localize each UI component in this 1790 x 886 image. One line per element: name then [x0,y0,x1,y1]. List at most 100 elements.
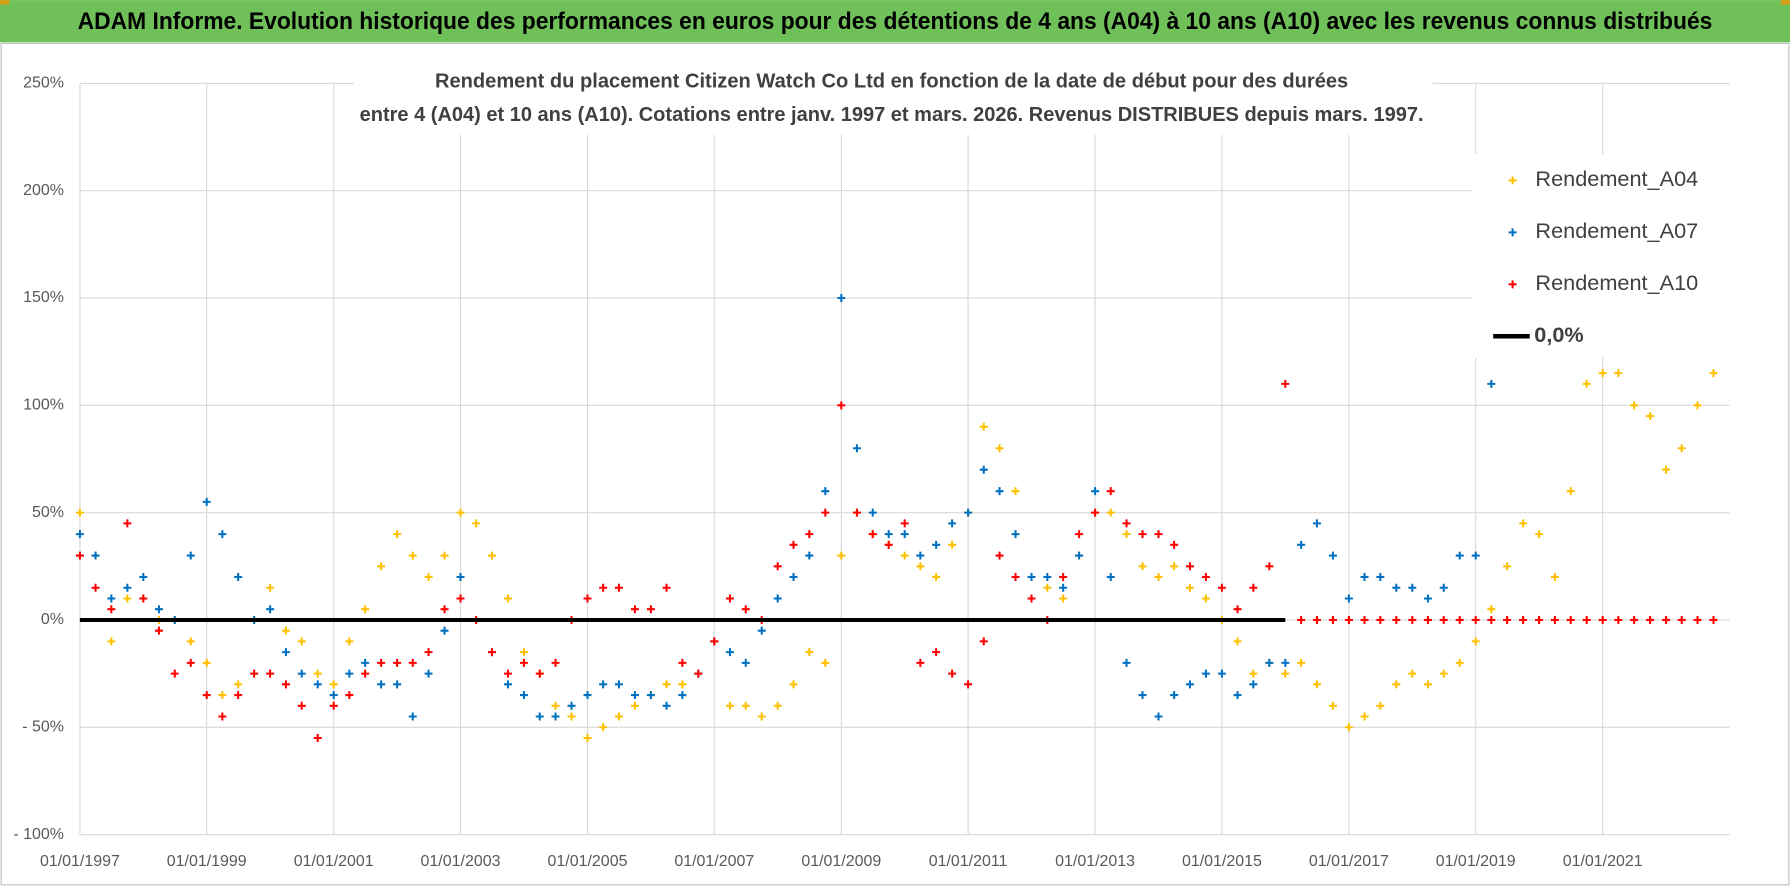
point [1677,444,1686,453]
point [535,669,544,678]
point [948,540,957,549]
point [519,658,528,667]
point [1011,573,1020,582]
point [1662,615,1671,624]
point [662,701,671,710]
point [1106,487,1115,496]
point [1439,583,1448,592]
point [614,712,623,721]
point [234,573,243,582]
point [630,605,639,614]
point [1630,401,1639,410]
point [250,669,259,678]
point [1344,615,1353,624]
point [1376,615,1385,624]
y-tick-label: 150% [23,289,64,306]
point [170,669,179,678]
point [1297,615,1306,624]
point [1582,615,1591,624]
point [186,551,195,560]
point [1344,594,1353,603]
point [1423,680,1432,689]
point [1376,573,1385,582]
point [361,658,370,667]
point [472,519,481,528]
x-tick-label: 01/01/2017 [1309,853,1389,870]
point [281,626,290,635]
point [297,701,306,710]
point [1693,615,1702,624]
chart-title: entre 4 (A04) et 10 ans (A10). Cotations… [360,103,1424,126]
point [932,648,941,657]
point [266,669,275,678]
x-tick-label: 01/01/2021 [1563,853,1643,870]
point [503,680,512,689]
x-tick-label: 01/01/2015 [1182,853,1262,870]
point [662,583,671,592]
point [852,508,861,517]
point [1201,594,1210,603]
point [1043,583,1052,592]
y-tick-label: 200% [23,182,64,199]
point [202,691,211,700]
point [519,648,528,657]
point [1392,583,1401,592]
point [979,465,988,474]
point [1408,583,1417,592]
point [583,733,592,742]
point [75,551,84,560]
point [916,562,925,571]
point [1138,530,1147,539]
point [884,540,893,549]
point [1439,669,1448,678]
point [805,551,814,560]
point [725,701,734,710]
point [123,583,132,592]
legend-label: 0,0% [1534,322,1583,347]
point [1233,605,1242,614]
point [662,680,671,689]
point [1043,573,1052,582]
point [75,508,84,517]
point [1646,615,1655,624]
point [456,594,465,603]
point [1249,680,1258,689]
point [1376,701,1385,710]
point [1662,465,1671,474]
point [377,658,386,667]
banner [0,0,1790,43]
x-tick-label: 01/01/1999 [167,853,247,870]
point [1471,637,1480,646]
point [139,594,148,603]
point [725,648,734,657]
point [123,594,132,603]
point [91,551,100,560]
point [1677,615,1686,624]
banner-corner [0,0,10,5]
point [456,508,465,517]
point [1503,615,1512,624]
point [678,680,687,689]
point [1233,691,1242,700]
point [1408,615,1417,624]
point [408,712,417,721]
banner-title: ADAM Informe. Evolution historique des p… [78,8,1713,35]
point [551,658,560,667]
point [1312,615,1321,624]
point [964,680,973,689]
point [1582,379,1591,388]
point [1138,691,1147,700]
point [1122,530,1131,539]
point [234,691,243,700]
point [1566,487,1575,496]
point [614,680,623,689]
legend-marker [1508,228,1517,237]
point [281,648,290,657]
point [821,508,830,517]
point [1185,583,1194,592]
point [377,562,386,571]
x-tick-label: 01/01/2001 [294,853,374,870]
point [964,508,973,517]
point [1519,615,1528,624]
